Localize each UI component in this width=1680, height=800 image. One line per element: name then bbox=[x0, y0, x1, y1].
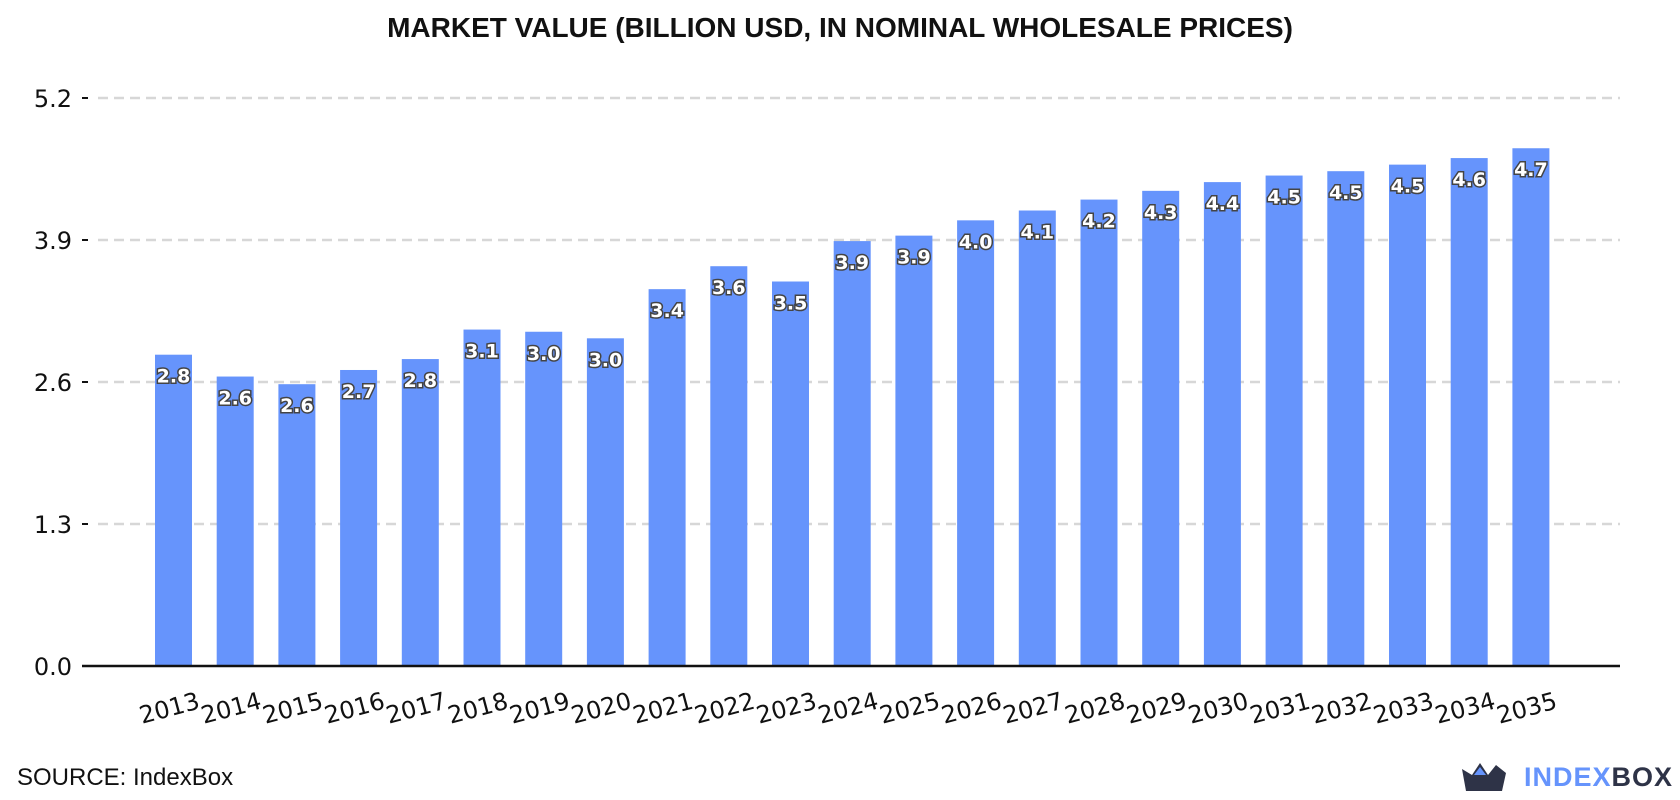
x-tick-label: 2013 bbox=[136, 687, 202, 730]
data-label: 3.4 bbox=[650, 300, 684, 322]
bar bbox=[1265, 175, 1303, 667]
bar bbox=[833, 241, 871, 667]
x-tick-label: 2015 bbox=[260, 687, 326, 730]
data-label: 4.5 bbox=[1267, 187, 1301, 209]
data-label: 3.6 bbox=[712, 277, 746, 299]
bar bbox=[1327, 171, 1365, 666]
y-tick-label: 3.9 bbox=[34, 227, 72, 255]
bar bbox=[1450, 158, 1488, 667]
axes: 0.01.32.63.95.22013201420152016201720182… bbox=[34, 85, 1620, 730]
data-label: 4.6 bbox=[1452, 169, 1486, 191]
x-tick-label: 2016 bbox=[321, 687, 387, 730]
data-labels: 2.8 2.6 2.6 2.7 2.8 3.1 3.0 3.0 3.4 3.6 3.5 3.9 3.9 4… bbox=[155, 158, 1549, 419]
bar bbox=[957, 220, 995, 667]
bar bbox=[1080, 199, 1118, 667]
x-tick-label: 2020 bbox=[568, 687, 634, 730]
x-tick-label: 2034 bbox=[1432, 687, 1498, 730]
y-tick-label: 1.3 bbox=[34, 511, 72, 539]
data-label: 3.0 bbox=[589, 349, 623, 371]
data-label: 2.8 bbox=[403, 370, 437, 392]
x-tick-label: 2029 bbox=[1124, 687, 1190, 730]
data-label: 3.5 bbox=[774, 293, 808, 315]
data-label: 4.5 bbox=[1329, 182, 1363, 204]
bar bbox=[401, 359, 439, 666]
data-label: 3.0 bbox=[527, 343, 561, 365]
x-tick-label: 2023 bbox=[753, 687, 819, 730]
source-note: SOURCE: IndexBox bbox=[17, 764, 234, 791]
data-label: 4.0 bbox=[959, 231, 993, 253]
data-label: 3.9 bbox=[835, 252, 869, 274]
x-tick-label: 2035 bbox=[1494, 687, 1560, 730]
x-tick-label: 2024 bbox=[815, 687, 881, 730]
brand-wordmark: INDEXBOX bbox=[1524, 762, 1673, 793]
bar bbox=[1142, 190, 1180, 666]
bar bbox=[278, 384, 316, 666]
x-tick-label: 2025 bbox=[877, 687, 943, 730]
data-label: 2.6 bbox=[280, 395, 314, 417]
bar bbox=[710, 266, 748, 666]
x-tick-label: 2027 bbox=[1000, 687, 1066, 730]
data-label: 2.8 bbox=[157, 366, 191, 388]
bars bbox=[155, 148, 1550, 667]
x-tick-label: 2033 bbox=[1370, 687, 1436, 730]
brand-text-index: INDEX bbox=[1524, 761, 1612, 792]
bar bbox=[155, 354, 192, 666]
data-label: 3.9 bbox=[897, 247, 931, 269]
data-label: 4.2 bbox=[1082, 211, 1116, 233]
data-label: 4.7 bbox=[1514, 159, 1548, 181]
crown-basket-logo-icon bbox=[1462, 763, 1506, 791]
bar bbox=[216, 376, 254, 666]
bar bbox=[586, 338, 624, 666]
data-label: 4.1 bbox=[1020, 222, 1054, 244]
brand-text-box: BOX bbox=[1611, 761, 1674, 792]
bar-chart: 2.8 2.6 2.6 2.7 2.8 3.1 3.0 3.0 3.4 3.6 3.5 3.9 3.9 4… bbox=[34, 85, 1620, 730]
data-label: 4.5 bbox=[1391, 176, 1425, 198]
data-label: 2.6 bbox=[218, 388, 252, 410]
bar bbox=[1018, 210, 1056, 666]
x-tick-label: 2030 bbox=[1185, 687, 1251, 730]
x-tick-label: 2019 bbox=[507, 687, 573, 730]
x-tick-label: 2014 bbox=[198, 687, 264, 730]
data-label: 3.1 bbox=[465, 341, 499, 363]
bar bbox=[1203, 182, 1241, 666]
y-tick-label: 0.0 bbox=[34, 653, 72, 681]
bar bbox=[525, 331, 563, 666]
y-tick-label: 5.2 bbox=[34, 85, 72, 113]
x-tick-label: 2032 bbox=[1309, 687, 1375, 730]
chart-title: MARKET VALUE (BILLION USD, IN NOMINAL WH… bbox=[387, 12, 1293, 43]
data-label: 4.3 bbox=[1144, 202, 1178, 224]
x-tick-label: 2028 bbox=[1062, 687, 1128, 730]
bar bbox=[895, 235, 933, 666]
indexbox-logo[interactable]: INDEXBOX bbox=[1458, 756, 1673, 798]
x-tick-label: 2031 bbox=[1247, 687, 1313, 730]
x-tick-label: 2022 bbox=[692, 687, 758, 730]
data-label: 4.4 bbox=[1206, 193, 1240, 215]
x-tick-label: 2017 bbox=[383, 687, 449, 730]
x-tick-label: 2018 bbox=[445, 687, 511, 730]
bar bbox=[648, 289, 686, 666]
bar bbox=[463, 329, 501, 666]
x-tick-label: 2026 bbox=[938, 687, 1004, 730]
bar bbox=[1512, 148, 1550, 666]
data-label: 2.7 bbox=[342, 381, 376, 403]
bar bbox=[772, 281, 809, 666]
bar bbox=[1389, 164, 1426, 666]
y-tick-label: 2.6 bbox=[34, 369, 72, 397]
bar bbox=[340, 369, 378, 666]
x-tick-label: 2021 bbox=[630, 687, 696, 730]
